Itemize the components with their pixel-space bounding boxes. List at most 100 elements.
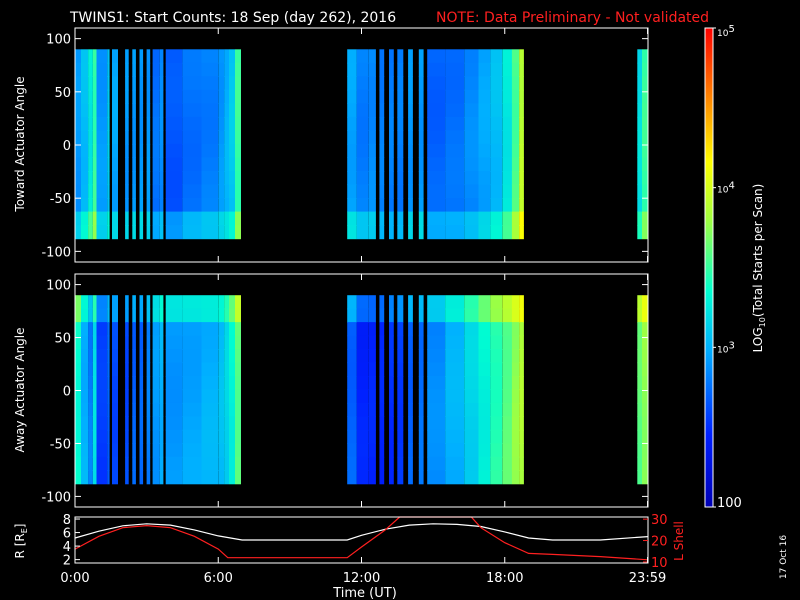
heatmap-cell [511, 62, 520, 77]
heatmap-cell [397, 171, 404, 186]
heatmap-cell [132, 130, 136, 145]
heatmap-cell [490, 402, 503, 417]
heatmap-cell [408, 429, 413, 444]
heatmap-cell [502, 76, 512, 91]
heatmap-cell [112, 143, 118, 158]
heatmap-column [464, 295, 479, 485]
heatmap-cell [96, 456, 108, 471]
heatmap-cell [356, 103, 369, 118]
heatmap-cell [368, 295, 376, 310]
heatmap-cell [427, 130, 446, 145]
heatmap-cell [218, 456, 225, 471]
heatmap-cell [519, 362, 524, 377]
heatmap-cell [478, 402, 491, 417]
heatmap-cell [107, 130, 110, 145]
heatmap-cell [490, 349, 503, 364]
heatmap-cell [347, 308, 357, 323]
heatmap-cell [445, 402, 465, 417]
heatmap-cell [397, 62, 404, 77]
heatmap-cell [397, 49, 404, 64]
heatmap-cell [229, 76, 235, 91]
heatmap-cell [379, 322, 385, 337]
heatmap-cell [642, 171, 648, 186]
heatmap-cell [389, 295, 394, 310]
heatmap-cell [408, 49, 413, 64]
heatmap-cell [408, 389, 413, 404]
heatmap-cell [408, 211, 413, 226]
heatmap-column [642, 49, 648, 240]
heatmap-cell [139, 130, 144, 145]
heatmap-cell [81, 470, 89, 485]
heatmap-cell [218, 143, 225, 158]
heatmap-cell [125, 103, 129, 118]
heatmap-cell [182, 211, 202, 226]
heatmap-column [201, 295, 219, 485]
heatmap-cell [418, 171, 424, 186]
heatmap-cell [88, 225, 93, 240]
heatmap-cell [146, 49, 151, 64]
heatmap-cell [502, 130, 512, 145]
heatmap-cell [112, 184, 118, 199]
heatmap-column [368, 49, 376, 240]
heatmap-cell [201, 416, 219, 431]
heatmap-cell [235, 362, 241, 377]
heatmap-cell [92, 295, 97, 310]
heatmap-cell [464, 198, 479, 213]
heatmap-cell [75, 443, 81, 458]
heatmap-cell [182, 76, 202, 91]
heatmap-cell [182, 116, 202, 131]
heatmap-cell [347, 416, 357, 431]
heatmap-cell [201, 376, 219, 391]
heatmap-cell [165, 89, 183, 104]
heatmap-cell [427, 402, 446, 417]
colorbar-tick-label: 103 [717, 340, 735, 355]
heatmap-cell [464, 376, 479, 391]
heatmap-cell [81, 157, 89, 172]
heatmap-cell [182, 335, 202, 350]
heatmap-cell [356, 198, 369, 213]
heatmap-cell [152, 116, 160, 131]
heatmap-cell [92, 322, 97, 337]
heatmap-cell [88, 116, 93, 131]
heatmap-cell [511, 295, 520, 310]
heatmap-cell [478, 349, 491, 364]
heatmap-cell [152, 184, 160, 199]
heatmap-cell [445, 89, 465, 104]
heatmap-cell [75, 470, 81, 485]
heatmap-cell [159, 143, 164, 158]
heatmap-cell [132, 143, 136, 158]
heatmap-cell [408, 143, 413, 158]
heatmap-cell [146, 362, 151, 377]
heatmap-cell [427, 443, 446, 458]
heatmap-cell [218, 198, 225, 213]
heatmap-cell [427, 349, 446, 364]
heatmap-cell [347, 402, 357, 417]
heatmap-column [502, 295, 512, 485]
heatmap-cell [519, 225, 524, 240]
heatmap-cell [356, 143, 369, 158]
heatmap-cell [81, 211, 89, 226]
heatmap-cell [125, 89, 129, 104]
heatmap-cell [502, 103, 512, 118]
heatmap-cell [218, 402, 225, 417]
heatmap-cell [397, 76, 404, 91]
heatmap-cell [511, 470, 520, 485]
heatmap-cell [642, 157, 648, 172]
heatmap-cell [92, 389, 97, 404]
heatmap-cell [182, 103, 202, 118]
heatmap-cell [389, 349, 394, 364]
heatmap-cell [152, 402, 160, 417]
heatmap-cell [368, 456, 376, 471]
heatmap-cell [96, 402, 108, 417]
heatmap-cell [218, 429, 225, 444]
heatmap-cell [165, 171, 183, 186]
heatmap-cell [229, 402, 235, 417]
colorbar: 100 103 104 105 [704, 24, 742, 511]
heatmap-cell [92, 429, 97, 444]
heatmap-cell [92, 89, 97, 104]
heatmap-cell [107, 416, 110, 431]
heatmap-cell [88, 89, 93, 104]
heatmap-cell [464, 225, 479, 240]
heatmap-cell [229, 470, 235, 485]
heatmap-cell [389, 130, 394, 145]
